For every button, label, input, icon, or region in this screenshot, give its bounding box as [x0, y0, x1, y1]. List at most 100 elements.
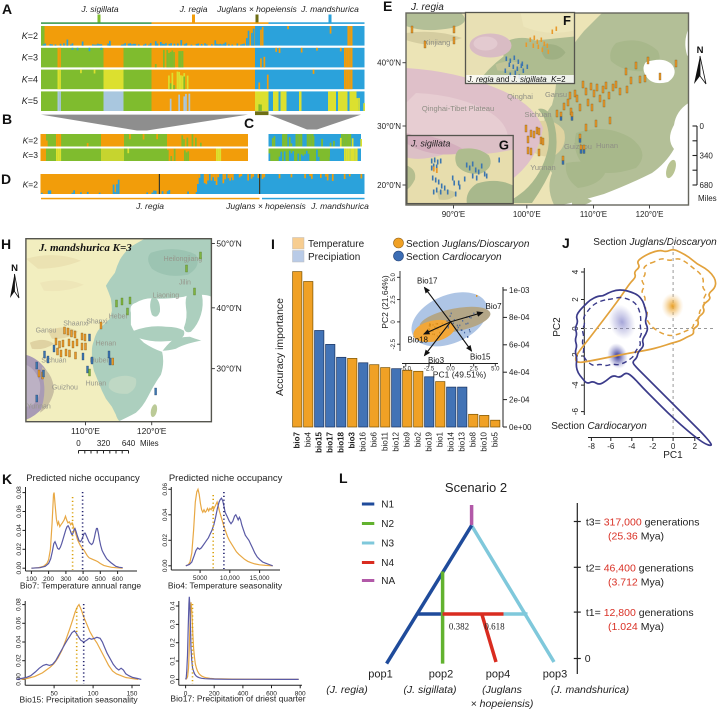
- svg-text:Hunan: Hunan: [86, 381, 107, 388]
- svg-text:600: 600: [112, 576, 123, 583]
- svg-text:(J. mandshurica): (J. mandshurica): [551, 684, 629, 696]
- svg-text:100: 100: [26, 576, 37, 583]
- svg-text:Sichuan: Sichuan: [41, 358, 66, 365]
- svg-text:0: 0: [700, 122, 705, 131]
- svg-text:0.0: 0.0: [446, 367, 455, 373]
- svg-text:6e-04: 6e-04: [509, 341, 530, 350]
- svg-text:Bio7: Temperature annual range: Bio7: Temperature annual range: [20, 581, 142, 591]
- svg-text:E: E: [383, 0, 392, 14]
- svg-text:Shaanxi: Shaanxi: [63, 321, 89, 328]
- svg-text:0.06: 0.06: [16, 617, 23, 630]
- svg-text:bio13: bio13: [457, 431, 466, 451]
- svg-text:Gansu: Gansu: [36, 328, 57, 335]
- svg-text:bio14: bio14: [446, 431, 455, 451]
- svg-text:t2= 46,400 generations: t2= 46,400 generations: [586, 562, 694, 574]
- svg-text:K: K: [2, 471, 12, 487]
- svg-text:Section Juglans/Dioscaryon: Section Juglans/Dioscaryon: [593, 237, 717, 248]
- svg-text:bio17: bio17: [325, 431, 334, 452]
- svg-text:100: 100: [88, 690, 99, 697]
- svg-text:-2.5: -2.5: [391, 338, 397, 349]
- svg-text:-4: -4: [628, 442, 636, 451]
- svg-text:-2.5: -2.5: [424, 367, 435, 373]
- svg-text:bio19: bio19: [424, 431, 433, 451]
- svg-text:bio3: bio3: [347, 431, 356, 448]
- svg-text:bio7: bio7: [292, 431, 301, 448]
- svg-text:150: 150: [127, 690, 138, 697]
- svg-text:N4: N4: [381, 558, 394, 569]
- svg-text:40°0′N: 40°0′N: [216, 303, 241, 313]
- svg-text:90°0′E: 90°0′E: [442, 210, 465, 219]
- svg-text:0e+00: 0e+00: [509, 423, 532, 432]
- svg-text:0.04: 0.04: [16, 524, 23, 537]
- svg-text:J. regia: J. regia: [410, 2, 444, 13]
- svg-text:Bio4: Temperature seasonality: Bio4: Temperature seasonality: [168, 581, 283, 591]
- svg-text:Hebei: Hebei: [109, 314, 128, 321]
- svg-text:600: 600: [266, 690, 277, 697]
- svg-text:15,000: 15,000: [250, 575, 270, 582]
- svg-text:Bio18: Bio18: [408, 336, 429, 345]
- svg-text:5.0: 5.0: [391, 272, 397, 281]
- svg-text:0.02: 0.02: [162, 534, 169, 547]
- svg-text:30°0′N: 30°0′N: [377, 122, 401, 131]
- svg-text:0: 0: [585, 653, 591, 665]
- svg-text:-8: -8: [588, 442, 596, 451]
- svg-text:Miles: Miles: [140, 439, 159, 448]
- svg-text:NA: NA: [381, 576, 395, 587]
- svg-text:(3.712 Mya): (3.712 Mya): [608, 576, 664, 588]
- svg-text:t1= 12,800 generations: t1= 12,800 generations: [586, 607, 694, 619]
- svg-text:bio2: bio2: [413, 431, 422, 447]
- svg-text:Shanxi: Shanxi: [86, 319, 108, 326]
- svg-text:Gansu: Gansu: [545, 90, 567, 99]
- svg-text:400: 400: [78, 576, 89, 583]
- svg-text:(1.024 Mya): (1.024 Mya): [608, 621, 664, 633]
- svg-text:(Juglans: (Juglans: [482, 684, 522, 696]
- svg-text:2.5: 2.5: [391, 295, 397, 304]
- svg-text:680: 680: [700, 181, 714, 190]
- svg-text:J. regia and J. sigillata K=2: J. regia and J. sigillata K=2: [467, 75, 567, 84]
- svg-text:0.02: 0.02: [16, 543, 23, 556]
- svg-text:Xinjiang: Xinjiang: [424, 38, 451, 47]
- svg-text:t3= 317,000 generations: t3= 317,000 generations: [586, 517, 700, 529]
- svg-text:J. regia: J. regia: [179, 4, 208, 14]
- svg-text:G: G: [499, 138, 509, 153]
- svg-text:Jilin: Jilin: [179, 280, 191, 287]
- svg-text:Miles: Miles: [698, 194, 717, 203]
- svg-text:-6: -6: [571, 407, 580, 415]
- svg-text:2: 2: [693, 442, 698, 451]
- svg-text:K=2: K=2: [23, 136, 39, 146]
- svg-text:0.3: 0.3: [169, 619, 176, 628]
- svg-text:C: C: [244, 115, 254, 131]
- svg-text:(J. regia): (J. regia): [326, 684, 367, 696]
- svg-text:4: 4: [571, 269, 580, 274]
- svg-text:Predicted niche occupancy: Predicted niche occupancy: [169, 473, 283, 484]
- svg-text:pop3: pop3: [543, 669, 567, 681]
- svg-text:2.5: 2.5: [470, 367, 479, 373]
- svg-text:0.06: 0.06: [162, 483, 169, 496]
- svg-text:Bio7: Bio7: [486, 302, 503, 311]
- svg-text:bio10: bio10: [479, 431, 488, 451]
- svg-text:K=2: K=2: [22, 31, 38, 41]
- svg-text:bio6: bio6: [369, 431, 378, 447]
- svg-text:Yunnan: Yunnan: [530, 163, 555, 172]
- svg-text:bio16: bio16: [358, 431, 367, 451]
- svg-text:D: D: [1, 171, 11, 187]
- svg-text:bio11: bio11: [380, 431, 389, 451]
- svg-text:N3: N3: [381, 539, 394, 550]
- svg-text:Section Juglans/Dioscaryon: Section Juglans/Dioscaryon: [406, 239, 530, 250]
- svg-text:0.08: 0.08: [16, 598, 23, 611]
- svg-text:5.0: 5.0: [491, 367, 500, 373]
- svg-text:(J. sigillata): (J. sigillata): [403, 684, 456, 696]
- svg-text:J. regia: J. regia: [135, 201, 164, 211]
- svg-text:K=3: K=3: [22, 53, 38, 63]
- svg-text:5000: 5000: [193, 575, 208, 582]
- svg-text:0.02: 0.02: [16, 654, 23, 667]
- svg-text:Guizhou: Guizhou: [564, 142, 592, 151]
- svg-text:PC2: PC2: [552, 317, 563, 337]
- svg-text:110°0′E: 110°0′E: [580, 210, 607, 219]
- svg-text:Hubei: Hubei: [90, 358, 109, 365]
- svg-text:0.04: 0.04: [162, 508, 169, 521]
- svg-text:0: 0: [184, 690, 188, 697]
- svg-text:Sichuan: Sichuan: [524, 110, 551, 119]
- svg-text:320: 320: [97, 439, 111, 448]
- svg-text:J. mandshurica: J. mandshurica: [300, 4, 359, 14]
